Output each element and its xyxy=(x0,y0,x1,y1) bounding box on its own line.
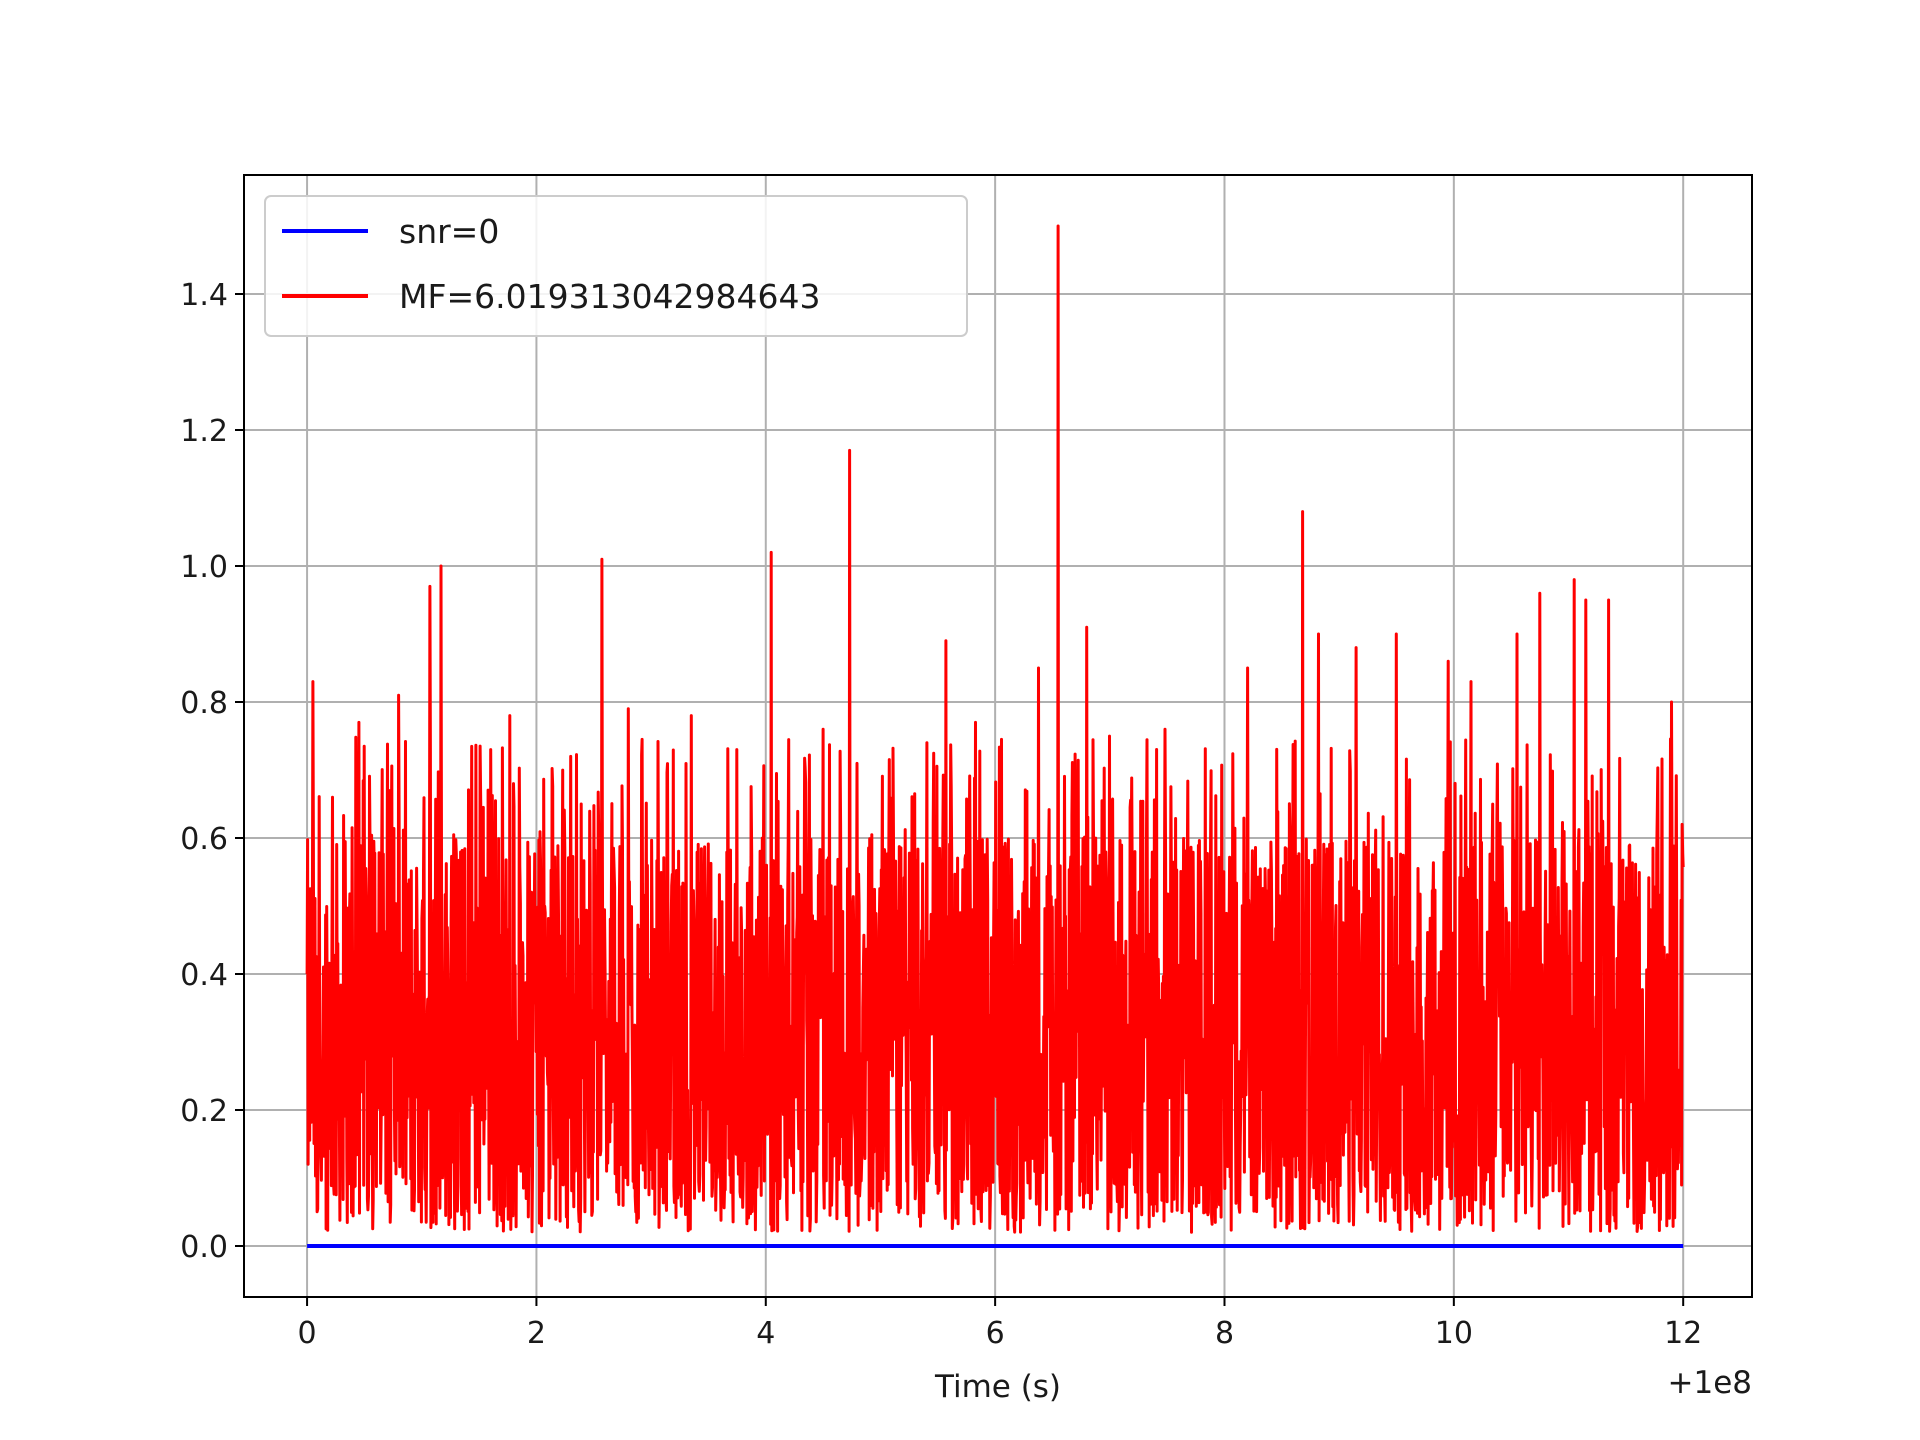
y-tick-label: 0.2 xyxy=(180,1094,228,1129)
x-tick-label: 2 xyxy=(527,1316,546,1351)
x-axis-label: Time (s) xyxy=(934,1369,1061,1405)
legend-label-snr: snr=0 xyxy=(399,212,499,251)
y-tick-label: 0.4 xyxy=(180,958,228,993)
x-axis-offset-label: +1e8 xyxy=(1668,1365,1753,1401)
y-tick-label: 0.8 xyxy=(180,686,228,721)
y-tick-label: 0.6 xyxy=(180,822,228,857)
x-tick-label: 8 xyxy=(1215,1316,1234,1351)
x-tick-label: 6 xyxy=(986,1316,1005,1351)
legend-label-mf: MF=6.019313042984643 xyxy=(399,277,821,316)
x-tick-label: 4 xyxy=(756,1316,775,1351)
legend: snr=0 MF=6.019313042984643 xyxy=(264,195,968,337)
x-tick-label: 12 xyxy=(1664,1316,1702,1351)
y-axis-ticks: 0.0 0.2 0.4 0.6 0.8 1.0 1.2 1.4 xyxy=(180,278,244,1265)
mf-line xyxy=(305,224,1685,1234)
mf-series xyxy=(305,224,1685,1234)
x-tick-label: 0 xyxy=(298,1316,317,1351)
x-axis-ticks: 0 2 4 6 8 10 12 xyxy=(298,1297,1702,1351)
y-tick-label: 1.2 xyxy=(180,414,228,449)
legend-box xyxy=(264,195,968,337)
x-tick-label: 10 xyxy=(1435,1316,1473,1351)
y-tick-label: 0.0 xyxy=(180,1230,228,1265)
y-tick-label: 1.0 xyxy=(180,550,228,585)
y-tick-label: 1.4 xyxy=(180,278,228,313)
plot-frame xyxy=(243,174,1753,1298)
